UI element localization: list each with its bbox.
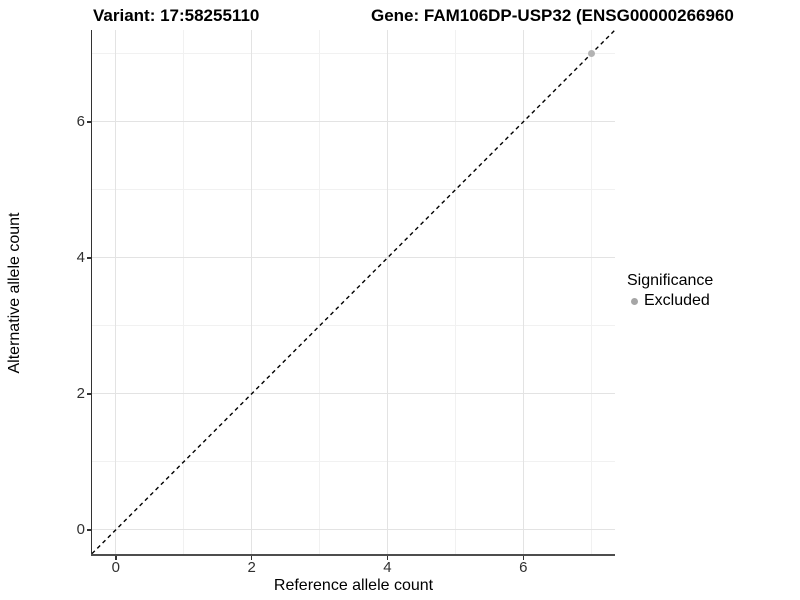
x-axis-tick bbox=[115, 555, 117, 560]
gridline-minor bbox=[590, 30, 592, 555]
x-axis-tick bbox=[386, 555, 389, 560]
data-point bbox=[587, 50, 595, 58]
plot-panel bbox=[92, 30, 615, 555]
gridline-major bbox=[386, 30, 388, 555]
y-tick-label: 6 bbox=[76, 112, 85, 130]
x-axis-tick bbox=[250, 555, 253, 560]
identity-dashed-line bbox=[92, 30, 615, 555]
legend-item-label: Excluded bbox=[644, 292, 710, 309]
x-axis-tick bbox=[522, 555, 525, 560]
x-tick-label: 6 bbox=[519, 559, 528, 576]
x-axis-title: Reference allele count bbox=[273, 577, 434, 594]
gridline-major bbox=[92, 257, 615, 259]
plot-title-variant: Variant: 17:58255110 bbox=[93, 6, 260, 25]
legend: Significance Excluded bbox=[627, 272, 713, 310]
legend-item-excluded: Excluded bbox=[627, 292, 713, 310]
x-tick-label: 0 bbox=[111, 559, 120, 576]
gridline-minor bbox=[92, 189, 615, 191]
y-axis-tick bbox=[86, 121, 91, 123]
y-tick-label: 0 bbox=[76, 520, 85, 538]
gridline-minor bbox=[92, 461, 615, 463]
y-axis-tick bbox=[86, 393, 91, 395]
gridline-minor bbox=[183, 30, 185, 555]
gridline-major bbox=[92, 529, 615, 531]
gridline-major bbox=[251, 30, 253, 555]
y-tick-label: 2 bbox=[76, 384, 85, 402]
y-axis-tick bbox=[86, 257, 91, 259]
y-axis-tick bbox=[86, 529, 91, 531]
legend-point-icon bbox=[631, 297, 638, 305]
gridline-minor bbox=[454, 30, 456, 555]
x-tick-label: 4 bbox=[383, 559, 392, 576]
gridline-major bbox=[522, 30, 524, 555]
gridline-major bbox=[92, 121, 615, 123]
legend-title: Significance bbox=[627, 272, 714, 289]
y-tick-label: 4 bbox=[76, 248, 85, 266]
gridline-minor bbox=[92, 53, 615, 55]
y-axis-title: Alternative allele count bbox=[6, 212, 23, 374]
x-tick-label: 2 bbox=[247, 559, 256, 576]
gridline-major bbox=[115, 30, 117, 555]
gridline-minor bbox=[92, 325, 615, 327]
gridline-minor bbox=[319, 30, 321, 555]
plot-title-gene: Gene: FAM106DP-USP32 (ENSG00000266960 bbox=[371, 6, 734, 25]
x-axis-line bbox=[90, 553, 615, 556]
y-axis-line bbox=[90, 30, 92, 555]
gridline-major bbox=[92, 393, 615, 395]
